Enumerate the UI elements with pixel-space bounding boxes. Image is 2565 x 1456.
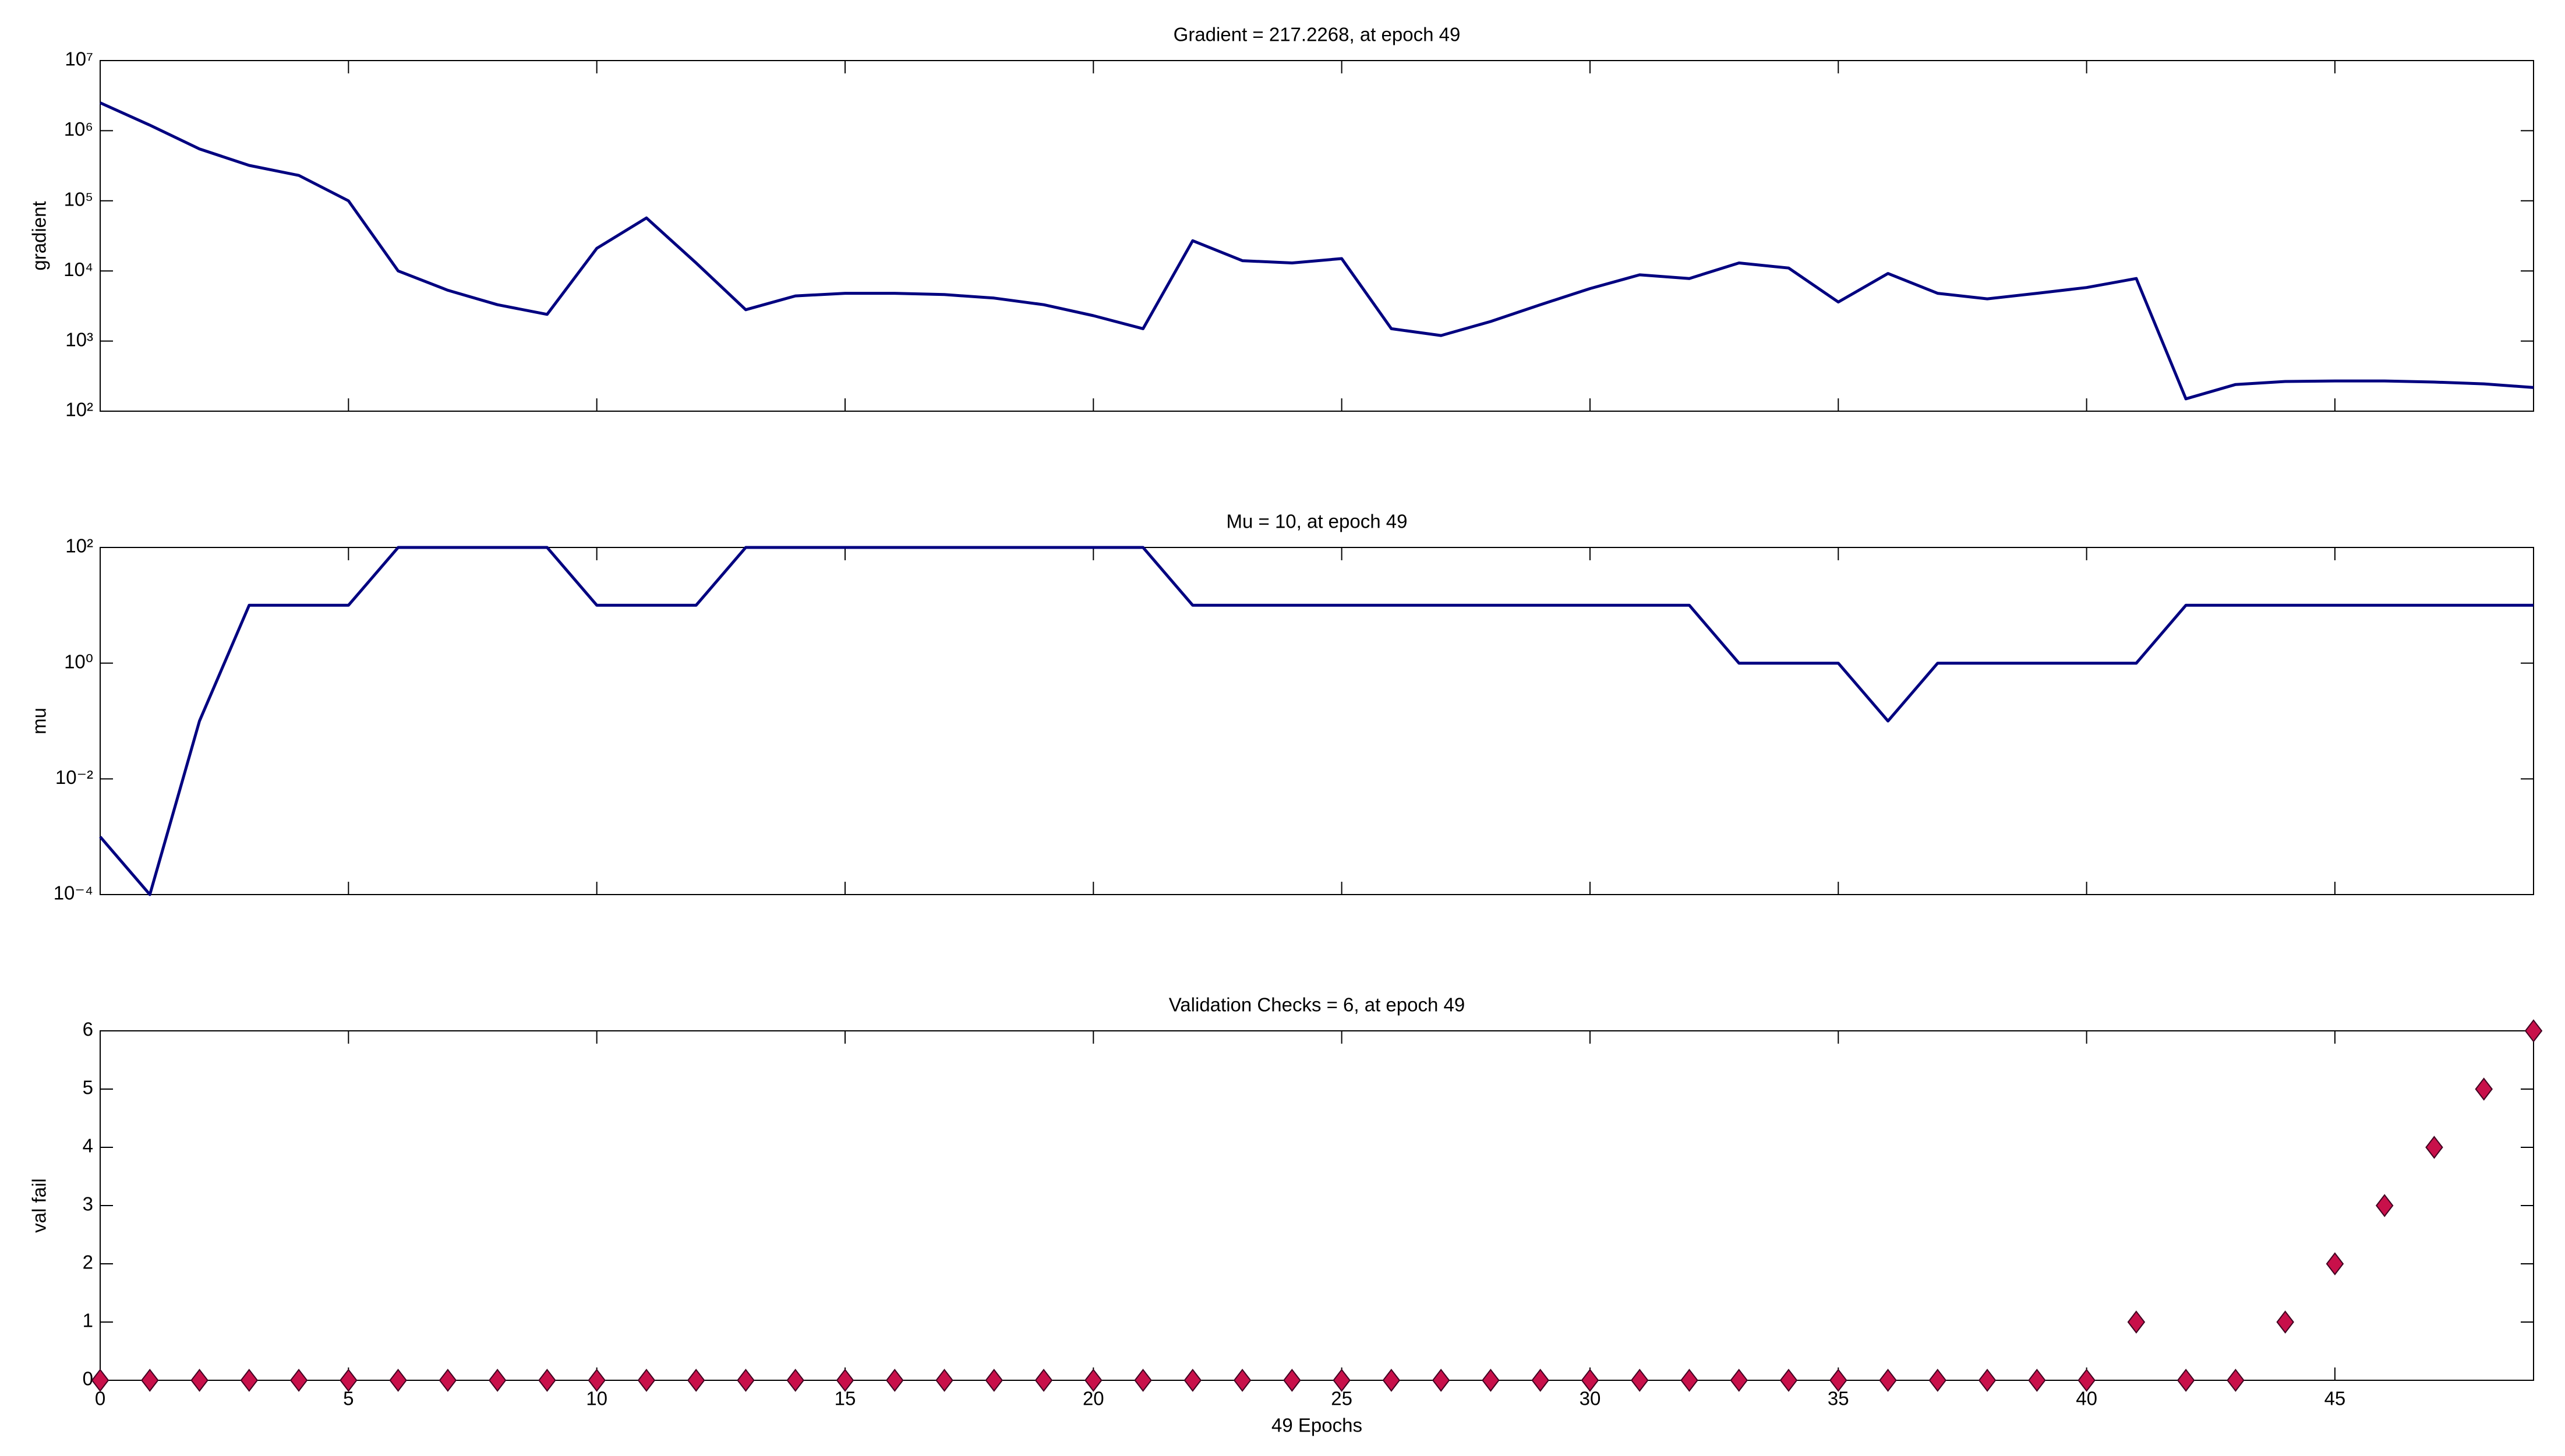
marker [340,1369,358,1392]
marker [289,1369,308,1392]
y-tick-label: 10⁷ [65,48,93,70]
y-tick-label: 10² [65,535,93,557]
y-axis-label: val fail [29,1178,50,1233]
y-tick-label: 10⁶ [64,118,93,140]
y-tick-label: 0 [83,1368,93,1390]
y-tick-label: 6 [83,1019,93,1040]
y-axis-label: gradient [29,201,50,270]
marker [1978,1369,1997,1392]
marker [1829,1369,1847,1392]
marker [836,1369,854,1392]
marker [786,1369,804,1392]
y-tick-label: 10⁵ [64,189,93,210]
marker [1779,1369,1798,1392]
data-line [99,101,2534,401]
marker [935,1369,953,1392]
y-tick-label: 1 [83,1310,93,1331]
plot-area [100,60,2534,412]
marker [1283,1369,1301,1392]
marker [488,1369,507,1392]
y-tick-label: 10³ [65,328,93,350]
marker [1382,1369,1401,1392]
y-axis-label: mu [29,708,50,734]
marker [737,1369,755,1392]
marker [2425,1136,2443,1159]
marker [1183,1369,1202,1392]
marker [2475,1077,2493,1101]
marker [2127,1310,2146,1334]
marker [1680,1369,1698,1392]
marker [141,1369,159,1392]
y-tick-label: 4 [83,1135,93,1157]
marker [439,1369,457,1392]
marker [240,1369,259,1392]
chart-title: Mu = 10, at epoch 49 [1227,511,1408,532]
data-line [99,546,2534,896]
marker [588,1369,606,1392]
y-tick-label: 5 [83,1077,93,1098]
marker [1233,1369,1252,1392]
marker [1730,1369,1748,1392]
marker [1333,1369,1351,1392]
x-tick-label: 0 [95,1388,105,1409]
y-tick-label: 10⁻⁴ [54,882,93,904]
x-axis-label: 49 Epochs [1271,1415,1362,1436]
marker [1928,1369,1947,1392]
marker [1432,1369,1450,1392]
marker [2375,1194,2394,1217]
marker [1879,1369,1897,1392]
y-tick-label: 10⁴ [63,259,93,280]
marker [190,1369,209,1392]
x-tick-label: 45 [2324,1388,2346,1409]
marker [2524,1019,2543,1042]
marker [985,1369,1004,1392]
marker [2028,1369,2046,1392]
chart-title: Gradient = 217.2268, at epoch 49 [1174,24,1461,45]
marker [1482,1369,1500,1392]
marker [1134,1369,1152,1392]
marker [389,1369,407,1392]
marker [885,1369,904,1392]
marker [538,1369,556,1392]
marker [1581,1369,1599,1392]
y-tick-label: 10⁻² [55,766,93,788]
y-tick-label: 10⁰ [64,651,93,672]
y-tick-label: 10² [65,399,93,420]
plot-area [100,1030,2534,1381]
marker [2078,1369,2096,1392]
marker [1630,1369,1649,1392]
y-tick-label: 3 [83,1193,93,1215]
marker [1084,1369,1103,1392]
marker [91,1369,109,1392]
marker [2177,1369,2195,1392]
marker [687,1369,705,1392]
chart-title: Validation Checks = 6, at epoch 49 [1169,994,1465,1016]
y-tick-label: 2 [83,1252,93,1273]
marker [2227,1369,2245,1392]
x-tick-label: 5 [343,1388,354,1409]
marker [1531,1369,1549,1392]
marker [637,1369,656,1392]
marker [2276,1310,2294,1334]
marker [1034,1369,1053,1392]
marker [2326,1252,2344,1275]
plot-area [100,547,2534,895]
